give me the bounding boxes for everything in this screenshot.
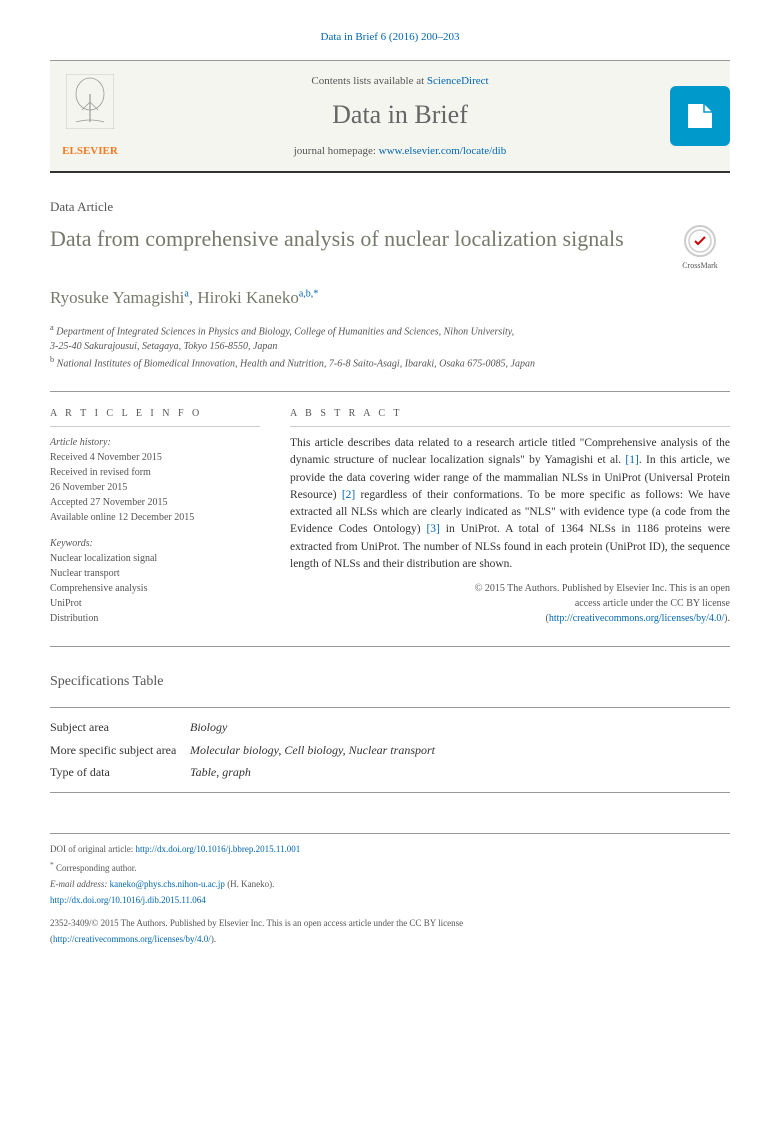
article-doi-link[interactable]: http://dx.doi.org/10.1016/j.dib.2015.11.… xyxy=(50,895,206,905)
issn-line: 2352-3409/© 2015 The Authors. Published … xyxy=(50,916,730,930)
received-date: Received 4 November 2015 xyxy=(50,450,260,465)
footnotes: DOI of original article: http://dx.doi.o… xyxy=(50,833,730,946)
dib-logo-icon[interactable] xyxy=(670,86,730,146)
doi-label: DOI of original article: xyxy=(50,844,135,854)
spec-row-3: Type of data Table, graph xyxy=(50,761,730,784)
ref-1[interactable]: [1] xyxy=(625,454,638,466)
spec-row-2: More specific subject area Molecular bio… xyxy=(50,739,730,762)
author-2-sup: a,b, xyxy=(299,288,313,299)
journal-reference: Data in Brief 6 (2016) 200–203 xyxy=(50,30,730,45)
crossmark-label: CrossMark xyxy=(682,261,718,270)
authors: Ryosuke Yamagishia, Hiroki Kanekoa,b,* xyxy=(50,286,730,310)
cc-license-link-footer[interactable]: http://creativecommons.org/licenses/by/4… xyxy=(53,934,211,944)
journal-header: ELSEVIER Contents lists available at Sci… xyxy=(50,60,730,173)
author-1[interactable]: Ryosuke Yamagishi xyxy=(50,288,184,307)
original-doi: DOI of original article: http://dx.doi.o… xyxy=(50,842,730,856)
accepted-date: Accepted 27 November 2015 xyxy=(50,495,260,510)
article-info-heading: A R T I C L E I N F O xyxy=(50,407,260,427)
cc-license-link[interactable]: http://creativecommons.org/licenses/by/4… xyxy=(549,613,724,624)
spec-table: Subject area Biology More specific subje… xyxy=(50,707,730,793)
email-line: E-mail address: kaneko@phys.chs.nihon-u.… xyxy=(50,877,730,891)
corresponding-star: * xyxy=(313,288,318,299)
ref-2[interactable]: [2] xyxy=(342,489,355,501)
spec-value-2: Molecular biology, Cell biology, Nuclear… xyxy=(190,742,435,759)
revised-date: 26 November 2015 xyxy=(50,480,260,495)
article-title: Data from comprehensive analysis of nucl… xyxy=(50,225,655,253)
history-label: Article history: xyxy=(50,435,260,450)
keyword-3: Comprehensive analysis xyxy=(50,581,260,596)
abstract-heading: A B S T R A C T xyxy=(290,407,730,427)
copyright-url-line: (http://creativecommons.org/licenses/by/… xyxy=(290,611,730,626)
author-2[interactable]: Hiroki Kaneko xyxy=(197,288,299,307)
email-label: E-mail address: xyxy=(50,879,110,889)
elsevier-logo[interactable]: ELSEVIER xyxy=(50,71,130,161)
spec-label-3: Type of data xyxy=(50,764,190,781)
sciencedirect-link[interactable]: ScienceDirect xyxy=(427,75,489,87)
homepage-prefix: journal homepage: xyxy=(294,145,379,157)
spec-row-1: Subject area Biology xyxy=(50,716,730,739)
crossmark-icon xyxy=(684,225,716,257)
copyright-line-2: access article under the CC BY license xyxy=(290,596,730,611)
info-abstract-row: A R T I C L E I N F O Article history: R… xyxy=(50,407,730,626)
email-link[interactable]: kaneko@phys.chs.nihon-u.ac.jp xyxy=(110,879,225,889)
elsevier-tree-icon xyxy=(66,74,114,141)
issn-url-line: (http://creativecommons.org/licenses/by/… xyxy=(50,932,730,946)
affiliation-a-text: Department of Integrated Sciences in Phy… xyxy=(56,326,514,337)
ref-3[interactable]: [3] xyxy=(426,523,439,535)
article-info-column: A R T I C L E I N F O Article history: R… xyxy=(50,407,260,626)
corresponding-text: Corresponding author. xyxy=(56,863,137,873)
divider-2 xyxy=(50,646,730,647)
article-doi-line: http://dx.doi.org/10.1016/j.dib.2015.11.… xyxy=(50,893,730,907)
divider-1 xyxy=(50,391,730,392)
abstract-text: This article describes data related to a… xyxy=(290,435,730,573)
keyword-1: Nuclear localization signal xyxy=(50,551,260,566)
keyword-4: UniProt xyxy=(50,596,260,611)
spec-label-2: More specific subject area xyxy=(50,742,190,759)
keywords-label: Keywords: xyxy=(50,537,260,551)
spec-table-heading: Specifications Table xyxy=(50,672,730,692)
contents-line: Contents lists available at ScienceDirec… xyxy=(130,74,670,89)
homepage-link[interactable]: www.elsevier.com/locate/dib xyxy=(379,145,507,157)
keyword-2: Nuclear transport xyxy=(50,566,260,581)
spec-value-3: Table, graph xyxy=(190,764,251,781)
header-center: Contents lists available at ScienceDirec… xyxy=(130,74,670,159)
corresponding-note: * Corresponding author. xyxy=(50,859,730,875)
affiliations: a Department of Integrated Sciences in P… xyxy=(50,322,730,372)
article-type: Data Article xyxy=(50,198,730,216)
email-name: (H. Kaneko). xyxy=(225,879,274,889)
affiliation-a: a Department of Integrated Sciences in P… xyxy=(50,322,730,339)
affiliation-b: b National Institutes of Biomedical Inno… xyxy=(50,354,730,371)
article-page: Data in Brief 6 (2016) 200–203 ELSEVIER … xyxy=(0,0,780,979)
crossmark-badge[interactable]: CrossMark xyxy=(670,225,730,271)
title-row: Data from comprehensive analysis of nucl… xyxy=(50,225,730,271)
homepage-line: journal homepage: www.elsevier.com/locat… xyxy=(130,144,670,159)
online-date: Available online 12 December 2015 xyxy=(50,510,260,525)
original-doi-link[interactable]: http://dx.doi.org/10.1016/j.bbrep.2015.1… xyxy=(135,844,300,854)
revised-label: Received in revised form xyxy=(50,465,260,480)
copyright-line-1: © 2015 The Authors. Published by Elsevie… xyxy=(290,581,730,596)
elsevier-text: ELSEVIER xyxy=(62,144,118,159)
contents-prefix: Contents lists available at xyxy=(311,75,426,87)
keyword-5: Distribution xyxy=(50,611,260,626)
copyright-block: © 2015 The Authors. Published by Elsevie… xyxy=(290,581,730,626)
spec-value-1: Biology xyxy=(190,719,227,736)
issn-text: 2352-3409/© 2015 The Authors. Published … xyxy=(50,918,463,928)
abstract-column: A B S T R A C T This article describes d… xyxy=(290,407,730,626)
spec-label-1: Subject area xyxy=(50,719,190,736)
affiliation-b-text: National Institutes of Biomedical Innova… xyxy=(57,358,535,369)
journal-title: Data in Brief xyxy=(130,97,670,133)
affiliation-a-addr: 3-25-40 Sakurajousui, Setagaya, Tokyo 15… xyxy=(50,339,730,354)
